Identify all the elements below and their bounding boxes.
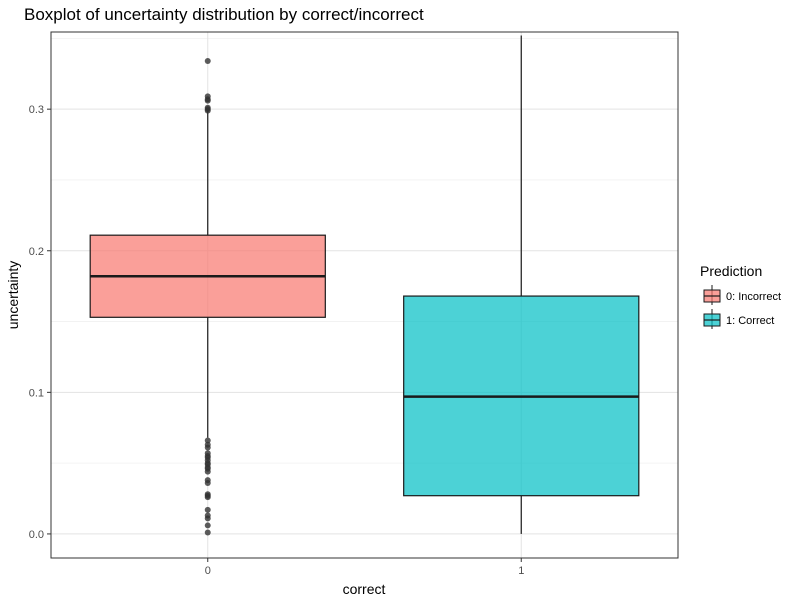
outlier-point [204, 522, 211, 529]
outlier-point [204, 437, 211, 444]
y-tick-label: 0.0 [29, 529, 44, 541]
outlier-point [204, 58, 211, 65]
legend-label: 0: Incorrect [726, 291, 781, 303]
outlier-point [204, 444, 211, 451]
y-tick-label: 0.2 [29, 246, 44, 258]
axes: 0.0 0.1 0.2 0.3 0 1 [29, 104, 525, 577]
outlier-point [204, 107, 211, 114]
x-tick-label: 0 [205, 565, 211, 577]
outlier-point [204, 97, 211, 104]
plot-border [50, 31, 679, 559]
boxplot-1 [403, 35, 640, 534]
outlier-point [204, 529, 211, 536]
y-tick-label: 0.1 [29, 387, 44, 399]
outlier-point [204, 494, 211, 501]
outlier-point [204, 506, 211, 513]
outlier-point [204, 468, 211, 475]
boxplot-0 [89, 58, 326, 536]
legend-title: Prediction [700, 263, 762, 279]
x-axis-title: correct [343, 581, 386, 597]
legend-item-0: 0: Incorrect [703, 285, 781, 305]
legend-label: 1: Correct [726, 315, 774, 327]
x-tick-label: 1 [518, 565, 524, 577]
legend-item-1: 1: Correct [703, 309, 774, 329]
boxes [89, 35, 640, 536]
chart-title: Boxplot of uncertainty distribution by c… [24, 5, 424, 24]
outlier-point [204, 479, 211, 486]
y-axis-title: uncertainty [5, 261, 21, 329]
outlier-point [204, 515, 211, 522]
y-tick-label: 0.3 [29, 104, 44, 116]
legend: Prediction 0: Incorrect 1: Correct [700, 263, 781, 329]
